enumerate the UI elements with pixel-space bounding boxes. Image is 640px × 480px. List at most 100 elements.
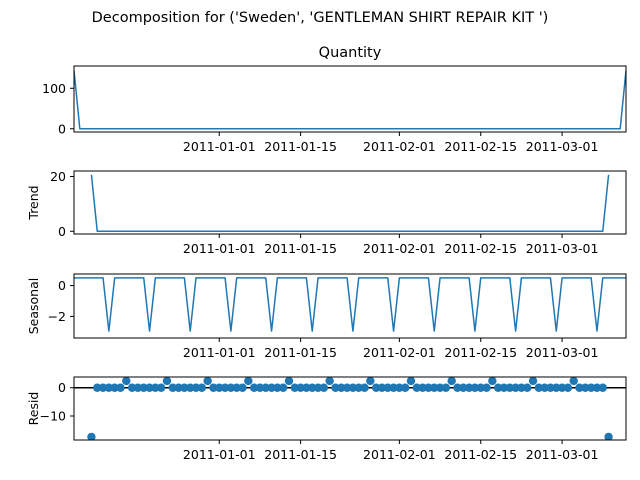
resid-point xyxy=(98,383,108,392)
resid-point xyxy=(116,383,125,392)
resid-point xyxy=(302,383,311,392)
resid-point xyxy=(273,383,282,392)
x-tick-label: 2011-01-15 xyxy=(264,139,337,154)
y-tick-label: 0 xyxy=(58,224,66,239)
resid-point xyxy=(453,383,462,392)
x-tick-label: 2011-01-01 xyxy=(183,447,256,462)
subplot-4: Resid 2011-01-01 2011-01-15 2011-02-01 2011-… xyxy=(26,376,627,462)
resid-point xyxy=(122,377,131,386)
resid-point xyxy=(93,383,102,392)
y-tick-label: 20 xyxy=(50,169,66,184)
resid-point xyxy=(238,383,247,392)
y-axis-label: Trend xyxy=(26,185,41,220)
subplot-2: Trend 2011-01-01 2011-01-15 2011-02-01 2011-… xyxy=(26,169,627,256)
x-tick-label: 2011-03-01 xyxy=(526,345,599,360)
resid-point xyxy=(569,377,578,386)
x-tick-label: 2011-02-15 xyxy=(444,447,517,462)
resid-point xyxy=(488,377,497,386)
x-tick-label: 2011-01-01 xyxy=(183,345,256,360)
resid-point xyxy=(592,383,602,392)
plot-frame xyxy=(73,65,627,133)
resid-point xyxy=(499,383,509,392)
resid-point xyxy=(133,383,143,392)
series-line xyxy=(90,174,610,233)
x-tick-label: 2011-03-01 xyxy=(526,447,599,462)
resid-point xyxy=(371,383,381,392)
resid-point xyxy=(482,383,491,392)
resid-point xyxy=(598,383,607,392)
figure-suptitle: Decomposition for ('Sweden', 'GENTLEMAN … xyxy=(92,10,549,26)
plot-frame xyxy=(73,376,627,441)
resid-point xyxy=(220,383,230,392)
resid-point xyxy=(360,383,369,392)
resid-point xyxy=(581,383,590,392)
resid-point xyxy=(354,383,363,392)
resid-point xyxy=(162,377,172,386)
resid-point xyxy=(523,383,532,392)
resid-point xyxy=(151,383,160,392)
resid-point xyxy=(412,383,422,392)
resid-point xyxy=(505,383,514,392)
resid-point xyxy=(319,383,329,392)
x-tick-label: 2011-01-15 xyxy=(264,241,337,256)
resid-point xyxy=(284,377,294,386)
resid-point xyxy=(389,383,398,392)
x-tick-label: 2011-02-01 xyxy=(363,241,436,256)
x-tick-label: 2011-02-15 xyxy=(444,345,517,360)
y-tick-label: −10 xyxy=(40,408,66,423)
x-tick-label: 2011-02-01 xyxy=(363,139,436,154)
y-axis-label: Seasonal xyxy=(26,278,41,335)
resid-point xyxy=(209,383,218,392)
x-tick-label: 2011-01-15 xyxy=(264,345,337,360)
series-line xyxy=(74,277,626,332)
resid-point xyxy=(377,383,387,392)
resid-point xyxy=(232,383,241,392)
resid-point xyxy=(278,383,288,392)
x-tick-label: 2011-02-15 xyxy=(444,241,517,256)
y-tick-label: 0 xyxy=(58,278,66,293)
resid-point xyxy=(127,383,137,392)
subplot-title: Quantity xyxy=(319,45,382,61)
resid-point xyxy=(308,383,317,392)
resid-point xyxy=(290,383,299,392)
resid-point xyxy=(424,383,433,392)
resid-point xyxy=(546,383,555,392)
resid-point xyxy=(476,383,485,392)
resid-point xyxy=(406,377,416,386)
resid-point xyxy=(226,383,236,392)
resid-point xyxy=(191,383,201,392)
x-tick-label: 2011-01-01 xyxy=(183,241,256,256)
y-tick-label: −2 xyxy=(48,309,66,324)
y-tick-label: 0 xyxy=(58,380,66,395)
resid-point xyxy=(366,377,375,386)
y-axis-label: Resid xyxy=(26,392,41,426)
resid-point xyxy=(552,383,561,392)
resid-point xyxy=(401,383,410,392)
resid-point xyxy=(557,383,567,392)
resid-point xyxy=(325,377,334,386)
resid-point xyxy=(174,383,183,392)
plot-frame xyxy=(73,170,627,235)
resid-point xyxy=(110,383,119,392)
resid-point xyxy=(244,377,253,386)
resid-point xyxy=(261,383,270,392)
resid-point xyxy=(180,383,189,392)
resid-point xyxy=(313,383,323,392)
resid-point xyxy=(540,383,549,392)
resid-point xyxy=(435,383,445,392)
resid-point xyxy=(267,383,276,392)
resid-point xyxy=(337,383,346,392)
resid-point xyxy=(418,383,427,392)
x-tick-label: 2011-02-01 xyxy=(363,447,436,462)
plot-frame xyxy=(73,273,627,339)
resid-point xyxy=(348,383,358,392)
x-tick-label: 2011-03-01 xyxy=(526,139,599,154)
resid-point xyxy=(430,383,439,392)
resid-point xyxy=(470,383,480,392)
resid-point xyxy=(296,383,305,392)
resid-point xyxy=(528,377,538,386)
resid-point xyxy=(255,383,265,392)
subplot-1: Quantity 2011-01-01 2011-01-15 2011-02-01 20… xyxy=(42,45,627,154)
resid-point xyxy=(464,383,474,392)
